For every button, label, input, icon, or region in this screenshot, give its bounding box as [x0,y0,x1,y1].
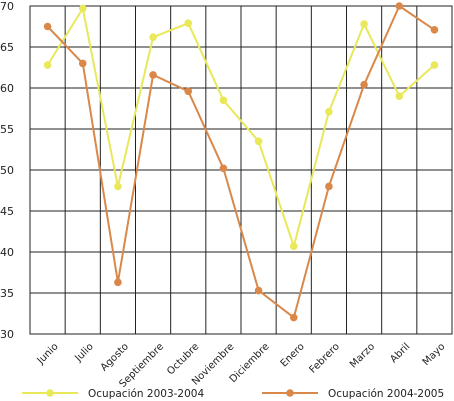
data-point [114,182,122,191]
legend-swatch-marker [46,389,54,397]
legend-label: Ocupación 2003-2004 [88,388,204,400]
data-point [395,2,404,10]
y-tick-label: 50 [0,164,14,177]
x-tick-label: Agosto [99,341,131,373]
x-tick-label: Octubre [165,341,201,377]
series-1 [43,4,439,251]
data-point [184,19,193,28]
data-point [149,33,157,41]
data-point [289,313,298,322]
data-point [78,59,87,68]
x-tick-label: Julio [73,341,96,364]
legend-item-2: Ocupación 2004-2005 [262,388,444,400]
data-point [43,61,52,69]
y-tick-label: 30 [0,328,14,341]
data-point [325,107,333,116]
data-point [219,164,228,173]
data-point [325,182,333,191]
data-point [78,4,87,13]
y-axis-ticks: 30 35 40 45 50 55 60 65 70 [0,0,14,341]
data-point [149,71,157,79]
y-tick-label: 35 [0,287,14,300]
y-tick-label: 55 [0,123,14,136]
series-layer [43,2,439,322]
data-point [184,87,193,96]
y-tick-label: 45 [0,205,14,218]
data-point [254,286,263,295]
data-point [360,80,368,89]
legend: Ocupación 2003-2004 Ocupación 2004-2005 [22,388,444,400]
y-tick-label: 65 [0,41,14,54]
data-point [360,20,368,28]
x-tick-label: Abril [388,341,412,365]
series-2 [43,2,439,322]
data-point [289,242,298,251]
legend-item-1: Ocupación 2003-2004 [22,388,204,400]
legend-swatch-marker [286,389,294,397]
x-tick-label: Marzo [348,341,377,370]
series-line [46,5,435,319]
y-tick-label: 40 [0,246,14,259]
data-point [254,137,263,146]
y-tick-label: 70 [0,0,14,13]
data-point [114,278,122,287]
x-tick-label: Junio [35,341,61,367]
data-point [430,25,439,34]
grid-lines [29,5,453,335]
legend-label: Ocupación 2004-2005 [328,388,444,400]
y-tick-label: 60 [0,82,14,95]
series-line [46,7,436,248]
data-point [395,92,404,100]
data-point [430,61,439,69]
x-tick-label: Mayo [421,341,448,368]
x-tick-label: Enero [279,341,307,369]
x-tick-label: Febrero [308,341,342,375]
data-point [43,22,52,31]
data-point [219,96,228,105]
